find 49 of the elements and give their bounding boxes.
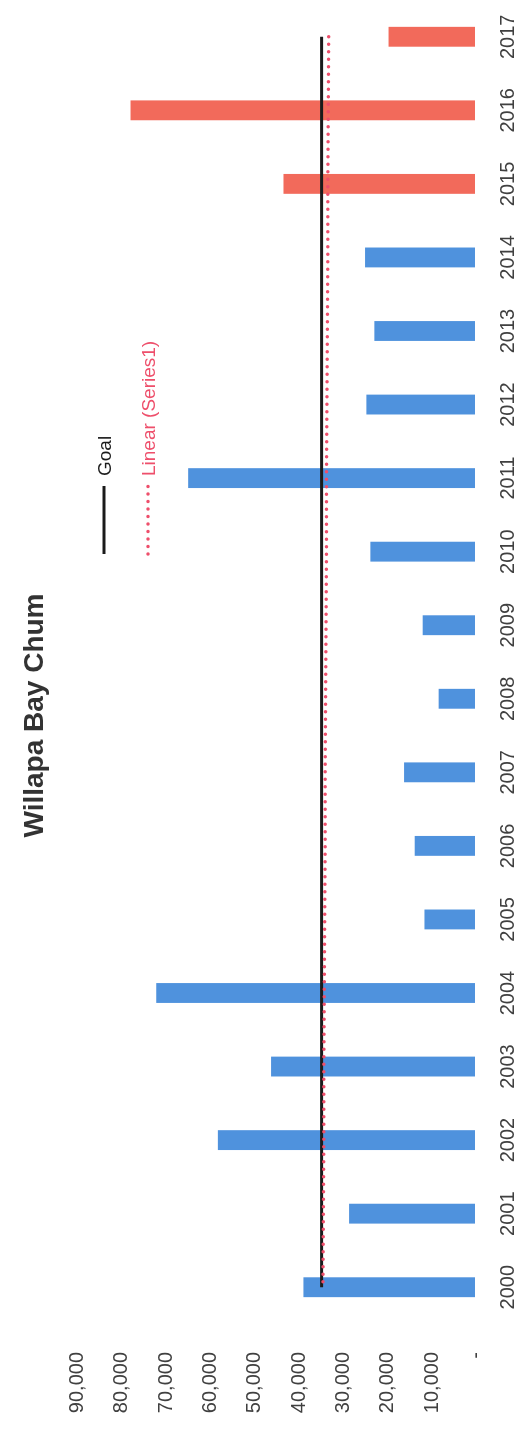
y-tick-label: 2011 — [496, 456, 518, 500]
text: Willapa Bay Chum — [18, 593, 49, 838]
bar — [349, 1203, 475, 1224]
bar — [366, 394, 475, 415]
y-tick-label: 2003 — [496, 1044, 518, 1089]
bar — [404, 762, 475, 783]
bar — [271, 1056, 475, 1077]
y-tick-label: 2007 — [496, 750, 518, 795]
bar — [303, 1277, 475, 1298]
y-tick-label: 2006 — [496, 823, 518, 869]
y-tick-label: 2016 — [496, 88, 518, 133]
bar — [130, 100, 475, 121]
text: Goal — [93, 435, 115, 476]
y-tick-label: 2012 — [496, 382, 518, 427]
text: Linear (Series1) — [137, 340, 159, 476]
bar — [374, 321, 475, 341]
bar — [156, 983, 475, 1003]
bar — [283, 173, 475, 194]
y-tick-label: 2005 — [496, 897, 518, 942]
y-tick-label: 2002 — [496, 1117, 518, 1163]
x-tick-label: - — [464, 1352, 486, 1359]
bar — [188, 468, 475, 489]
bar — [438, 688, 475, 709]
bar — [388, 26, 475, 47]
y-tick-label: 2017 — [496, 14, 518, 60]
x-tick-label: 50,000 — [242, 1352, 265, 1414]
x-tick-label: 40,000 — [286, 1352, 309, 1414]
x-tick-label: 60,000 — [198, 1352, 220, 1414]
y-tick-label: 2009 — [496, 602, 518, 648]
x-tick-label: 30,000 — [331, 1352, 353, 1414]
bar — [370, 541, 475, 562]
x-tick-label: 10,000 — [419, 1352, 442, 1414]
bar — [365, 247, 475, 268]
bar — [424, 909, 475, 930]
x-tick-label: 70,000 — [153, 1352, 176, 1414]
y-tick-label: 2008 — [496, 676, 518, 722]
y-tick-label: 2015 — [496, 161, 518, 207]
y-tick-label: 2001 — [496, 1191, 518, 1236]
bar — [414, 835, 475, 856]
x-tick-label: 20,000 — [375, 1352, 398, 1414]
bar — [217, 1130, 475, 1151]
y-tick-label: 2010 — [496, 529, 518, 574]
y-tick-label: 2013 — [496, 308, 518, 354]
x-tick-label: 90,000 — [65, 1352, 87, 1414]
y-tick-label: 2004 — [496, 970, 518, 1016]
bar — [422, 615, 475, 636]
y-tick-label: 2000 — [496, 1264, 518, 1310]
y-tick-label: 2014 — [496, 235, 518, 280]
x-tick-label: 80,000 — [109, 1352, 132, 1414]
